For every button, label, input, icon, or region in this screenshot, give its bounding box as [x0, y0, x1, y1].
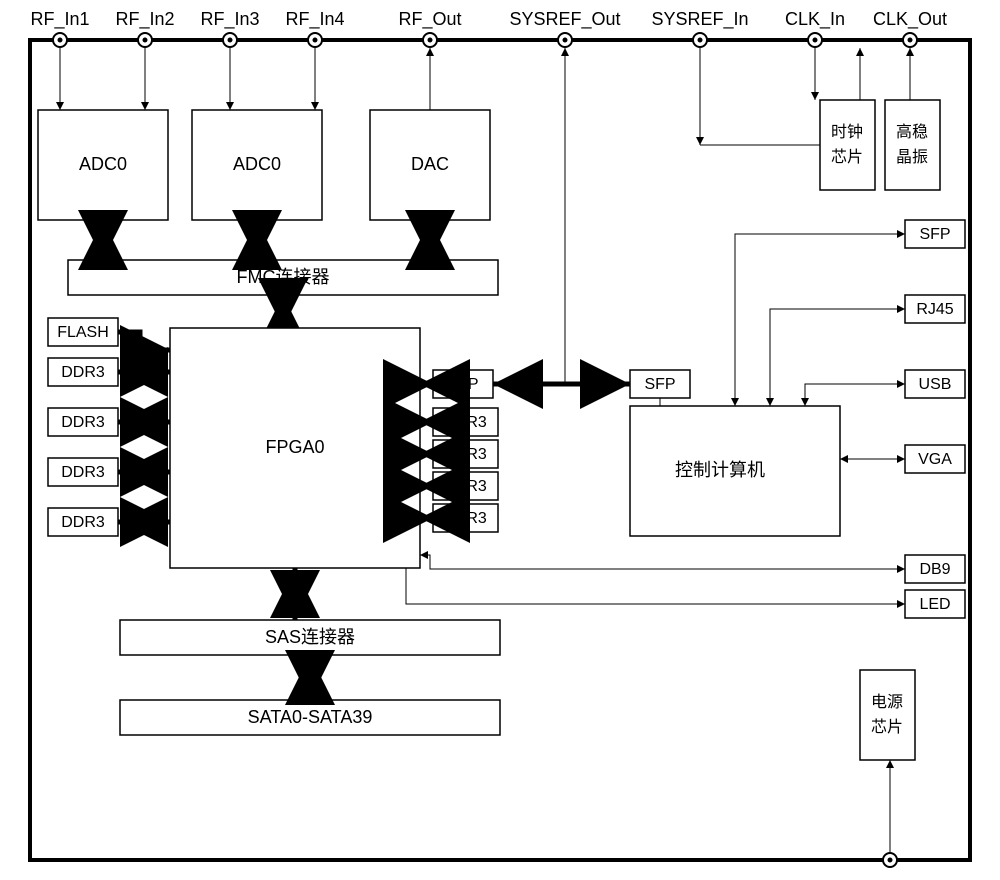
svg-text:SATA0-SATA39: SATA0-SATA39 — [248, 707, 373, 727]
svg-text:芯片: 芯片 — [871, 718, 903, 736]
svg-text:DDR3: DDR3 — [443, 446, 487, 463]
svg-text:时钟: 时钟 — [831, 123, 863, 141]
svg-text:CLK_Out: CLK_Out — [873, 9, 947, 30]
svg-text:RF_In4: RF_In4 — [285, 9, 344, 30]
svg-text:SFP: SFP — [447, 376, 478, 393]
svg-text:DDR3: DDR3 — [443, 414, 487, 431]
svg-text:VGA: VGA — [918, 451, 952, 468]
svg-text:DDR3: DDR3 — [61, 414, 105, 431]
crystal — [885, 100, 940, 190]
svg-text:FLASH: FLASH — [57, 324, 109, 341]
svg-text:RF_In2: RF_In2 — [115, 9, 174, 30]
svg-text:DDR3: DDR3 — [61, 364, 105, 381]
svg-text:DDR3: DDR3 — [61, 514, 105, 531]
svg-text:RF_Out: RF_Out — [398, 9, 461, 30]
svg-text:晶振: 晶振 — [896, 148, 928, 166]
svg-text:电源: 电源 — [871, 693, 903, 711]
svg-text:DDR3: DDR3 — [443, 478, 487, 495]
power-chip — [860, 670, 915, 760]
svg-text:控制计算机: 控制计算机 — [675, 460, 765, 480]
svg-text:ADC0: ADC0 — [233, 154, 281, 174]
svg-text:芯片: 芯片 — [831, 148, 863, 166]
svg-text:FPGA0: FPGA0 — [265, 437, 324, 457]
svg-text:DDR3: DDR3 — [61, 464, 105, 481]
clock-chip — [820, 100, 875, 190]
svg-text:DAC: DAC — [411, 154, 449, 174]
svg-text:LED: LED — [919, 596, 950, 613]
svg-text:DDR3: DDR3 — [443, 510, 487, 527]
svg-text:RJ45: RJ45 — [916, 301, 953, 318]
svg-text:SFP: SFP — [644, 376, 675, 393]
svg-text:SYSREF_Out: SYSREF_Out — [509, 9, 620, 30]
svg-text:高稳: 高稳 — [896, 123, 928, 141]
svg-text:RF_In3: RF_In3 — [200, 9, 259, 30]
svg-text:SFP: SFP — [919, 226, 950, 243]
svg-text:SAS连接器: SAS连接器 — [265, 627, 355, 647]
svg-text:DB9: DB9 — [919, 561, 950, 578]
svg-text:ADC0: ADC0 — [79, 154, 127, 174]
svg-text:USB: USB — [919, 376, 952, 393]
svg-text:FMC连接器: FMC连接器 — [237, 267, 330, 287]
svg-text:SYSREF_In: SYSREF_In — [651, 9, 748, 30]
svg-text:CLK_In: CLK_In — [785, 9, 845, 30]
svg-text:RF_In1: RF_In1 — [30, 9, 89, 30]
block-diagram: RF_In1 RF_In2 RF_In3 RF_In4 RF_Out SYSRE… — [0, 0, 1000, 880]
